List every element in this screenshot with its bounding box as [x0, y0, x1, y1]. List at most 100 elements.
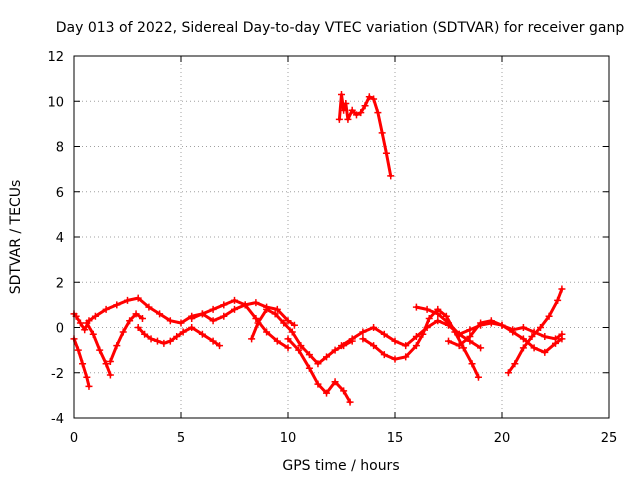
- data-point: [419, 330, 427, 338]
- data-point: [106, 371, 114, 379]
- x-tick-label: 15: [387, 431, 404, 446]
- data-point: [391, 355, 399, 363]
- data-point: [102, 360, 110, 368]
- data-point: [145, 303, 153, 311]
- series-sat-d: [106, 310, 146, 365]
- data-point: [530, 344, 538, 352]
- data-point: [359, 335, 367, 343]
- data-point: [359, 328, 367, 336]
- data-point: [113, 342, 121, 350]
- data-point: [487, 317, 495, 325]
- data-point: [466, 326, 474, 334]
- data-point: [459, 344, 467, 352]
- data-point: [160, 339, 168, 347]
- data-point: [374, 109, 382, 117]
- data-point: [252, 299, 260, 307]
- data-point: [106, 357, 114, 365]
- data-point: [119, 328, 127, 336]
- data-point: [198, 330, 206, 338]
- data-point: [271, 310, 279, 318]
- data-point: [280, 319, 288, 327]
- data-point: [552, 339, 559, 347]
- data-point: [231, 296, 238, 304]
- series-sat-h: [284, 335, 354, 406]
- data-point: [314, 360, 322, 368]
- data-point: [346, 398, 354, 406]
- series-trace: [447, 319, 564, 354]
- data-point: [511, 360, 519, 368]
- data-point: [340, 106, 348, 114]
- data-point: [380, 330, 388, 338]
- y-tick-label: 2: [56, 276, 64, 291]
- data-point: [74, 346, 82, 354]
- y-tick-label: -4: [51, 412, 64, 427]
- data-point: [263, 305, 271, 313]
- data-point: [504, 369, 512, 377]
- data-point: [519, 335, 527, 343]
- data-point: [338, 342, 345, 350]
- data-point: [79, 360, 87, 368]
- data-point: [83, 319, 91, 327]
- data-point: [241, 301, 249, 309]
- x-axis-label: GPS time / hours: [282, 458, 399, 474]
- data-point: [314, 380, 322, 388]
- x-tick-label: 25: [601, 431, 618, 446]
- data-point: [231, 305, 238, 313]
- series-sat-l: [445, 317, 566, 356]
- data-point: [273, 305, 281, 313]
- series-sat-g: [248, 305, 356, 368]
- data-point: [477, 319, 485, 327]
- data-point: [273, 337, 281, 345]
- data-point: [295, 346, 303, 354]
- data-point: [83, 373, 91, 381]
- x-tick-label: 10: [280, 431, 297, 446]
- data-point: [113, 301, 121, 309]
- data-point: [541, 333, 549, 341]
- data-point: [124, 296, 131, 304]
- data-point: [188, 314, 196, 322]
- data-point: [305, 364, 313, 372]
- data-point: [378, 129, 386, 137]
- data-point: [442, 312, 450, 320]
- data-point: [331, 378, 339, 386]
- data-point: [288, 328, 296, 336]
- data-point: [209, 305, 217, 313]
- chart-title: Day 013 of 2022, Sidereal Day-to-day VTE…: [56, 20, 625, 36]
- data-point: [89, 330, 97, 338]
- data-point: [365, 93, 373, 101]
- series-sat-e: [134, 324, 224, 350]
- data-point: [96, 346, 104, 354]
- data-point: [370, 324, 378, 331]
- series-sat-m: [504, 285, 566, 377]
- data-point: [166, 337, 174, 345]
- data-point: [338, 90, 345, 98]
- series-trace: [506, 287, 564, 375]
- data-point: [434, 317, 442, 325]
- axis-ticks: [73, 55, 610, 419]
- data-point: [297, 342, 305, 350]
- data-point: [509, 328, 517, 336]
- data-point: [519, 324, 527, 331]
- data-point: [284, 317, 292, 325]
- data-point: [138, 314, 146, 322]
- data-point: [352, 111, 360, 119]
- data-point: [198, 310, 206, 318]
- data-point: [177, 319, 185, 327]
- data-point: [537, 324, 545, 331]
- data-point: [284, 335, 292, 343]
- data-point: [173, 333, 181, 341]
- data-point: [402, 342, 410, 350]
- y-tick-label: 0: [56, 322, 64, 337]
- x-tick-label: 20: [494, 431, 511, 446]
- data-point: [545, 312, 553, 320]
- x-tick-label: 0: [70, 431, 78, 446]
- data-point: [335, 115, 343, 123]
- data-point: [179, 328, 187, 336]
- data-point: [387, 172, 395, 180]
- series-sat-f: [188, 296, 292, 352]
- data-point: [153, 337, 161, 345]
- series-sat-n: [335, 90, 395, 180]
- data-point: [528, 333, 536, 341]
- data-point: [134, 294, 142, 302]
- data-point: [348, 106, 356, 114]
